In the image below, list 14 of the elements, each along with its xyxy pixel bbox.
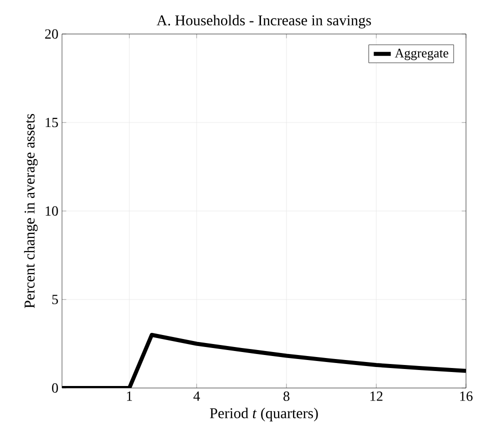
y-tick-label: 5	[52, 294, 58, 304]
y-tick-label: 20	[45, 29, 58, 39]
y-tick-label: 10	[46, 206, 58, 216]
x-tick-label: 8	[283, 392, 290, 401]
y-tick-label: 15	[46, 118, 58, 128]
x-axis-title: Period t (quarters)	[210, 408, 318, 422]
y-axis-title: Percent change in average assets	[24, 114, 38, 308]
x-tick-label: 12	[370, 392, 382, 401]
x-tick-label: 16	[460, 392, 473, 401]
x-tick-label: 1	[127, 392, 132, 401]
y-tick-label: 0	[52, 383, 58, 393]
x-tick-label: 4	[193, 392, 200, 401]
chart-title: A. Households - Increase in savings	[156, 14, 371, 28]
legend-label: Aggregate	[394, 48, 448, 60]
